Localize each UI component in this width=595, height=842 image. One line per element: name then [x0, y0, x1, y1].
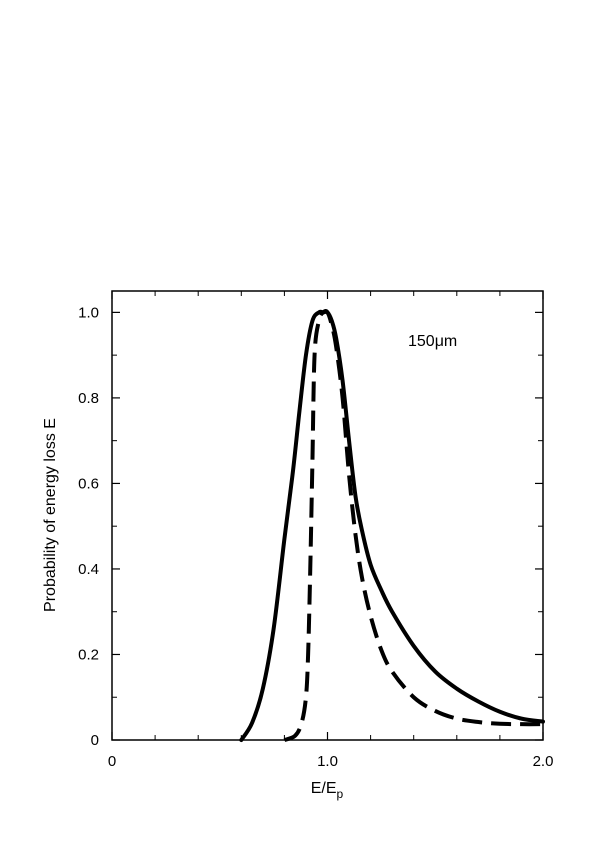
- y-tick-label: 0.4: [78, 561, 99, 578]
- axis-ticks: [111, 291, 544, 741]
- annotation-150um: 150μm: [408, 333, 457, 350]
- y-axis-title: Probability of energy loss E: [42, 418, 59, 612]
- tick-labels: 0 1.0 2.0 0 0.2 0.4 0.6 0.8 1.0: [78, 304, 553, 770]
- x-axis-title: E/Ep: [311, 780, 344, 801]
- plot-frame: [111, 290, 544, 741]
- dashed-series-line: [283, 309, 544, 742]
- x-tick-label: 2.0: [533, 753, 554, 770]
- x-tick-label: 0: [108, 753, 116, 770]
- y-tick-label: 0: [91, 732, 99, 749]
- x-tick-label: 1.0: [317, 753, 338, 770]
- series-layer: [239, 309, 545, 742]
- x-axis-title-main: E/E: [311, 780, 337, 797]
- y-tick-label: 0.6: [78, 475, 99, 492]
- y-tick-label: 1.0: [78, 304, 99, 321]
- y-tick-label: 0.2: [78, 646, 99, 663]
- solid-series-line: [239, 309, 545, 742]
- y-tick-label: 0.8: [78, 390, 99, 407]
- x-axis-title-subscript: p: [337, 787, 344, 801]
